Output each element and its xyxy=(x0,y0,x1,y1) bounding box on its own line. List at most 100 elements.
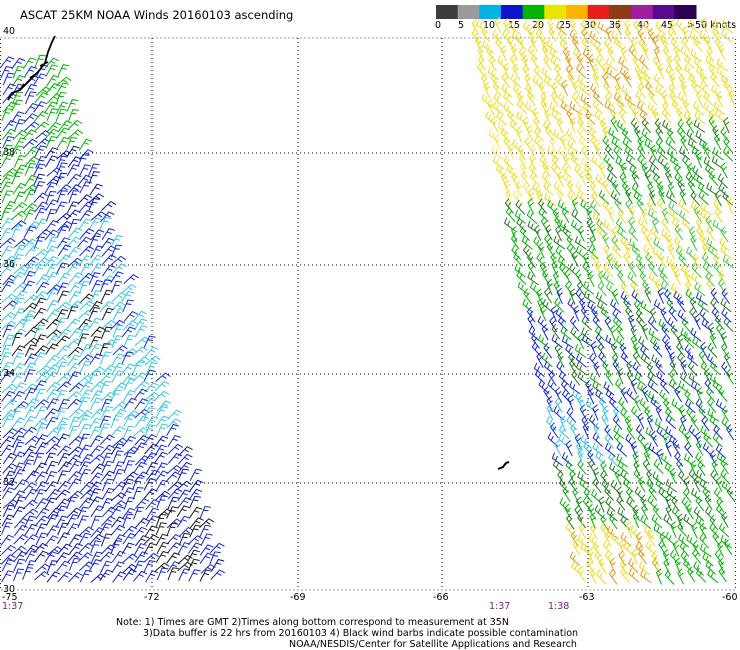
wind-barb xyxy=(199,518,215,529)
wind-barb xyxy=(595,173,607,188)
wind-barb xyxy=(704,368,712,385)
wind-barb xyxy=(90,551,103,564)
wind-barb xyxy=(12,282,29,293)
wind-barb xyxy=(46,329,62,339)
color-scale-bar xyxy=(436,5,697,19)
wind-barb xyxy=(688,424,699,440)
wind-barb xyxy=(556,361,567,377)
wind-barb xyxy=(652,471,664,486)
wind-barb xyxy=(0,174,14,186)
wind-barb xyxy=(33,101,47,113)
wind-barb xyxy=(34,138,51,149)
wind-barb xyxy=(590,18,600,35)
wind-barb xyxy=(682,487,692,504)
wind-barb xyxy=(24,353,38,365)
wind-barb xyxy=(589,83,601,98)
wind-barb xyxy=(554,396,563,413)
wind-barb xyxy=(704,378,715,394)
wind-barb xyxy=(34,334,47,347)
wind-barb xyxy=(529,281,541,296)
wind-barb xyxy=(46,388,60,401)
wind-barb xyxy=(668,379,681,394)
wind-barb xyxy=(610,254,622,269)
wind-barb xyxy=(671,506,683,522)
wind-barb xyxy=(577,116,587,133)
wind-barb xyxy=(690,380,703,395)
wind-barb xyxy=(35,129,51,140)
wind-barb xyxy=(35,364,52,375)
wind-barb xyxy=(571,250,579,267)
wind-barb xyxy=(178,526,194,538)
wind-barb xyxy=(671,495,680,512)
wind-barb xyxy=(11,171,23,185)
wind-barb xyxy=(588,244,599,260)
latitude-label: 36 xyxy=(3,259,16,270)
wind-barb xyxy=(608,452,619,467)
wind-barb xyxy=(90,279,103,293)
wind-barb xyxy=(35,274,50,286)
wind-barb xyxy=(517,35,527,51)
wind-barb xyxy=(543,360,555,376)
wind-barb xyxy=(78,164,92,177)
latitude-label: 38 xyxy=(3,147,16,158)
wind-barb xyxy=(594,142,602,159)
wind-barb xyxy=(123,310,139,322)
wind-barb xyxy=(166,522,178,536)
wind-barb xyxy=(143,451,158,464)
color-scale-segment xyxy=(479,5,502,19)
bermuda-island-shape xyxy=(497,461,510,470)
wind-barb xyxy=(632,106,640,124)
wind-barb xyxy=(630,525,642,540)
wind-barb xyxy=(67,306,79,320)
wind-barb xyxy=(519,161,528,178)
wind-barb xyxy=(606,173,618,188)
wind-barb xyxy=(706,46,715,63)
wind-barb xyxy=(569,18,578,35)
wind-barb xyxy=(66,454,82,466)
wind-barb xyxy=(77,552,93,563)
wind-barb xyxy=(663,162,673,179)
wind-barb xyxy=(605,388,617,404)
wind-barb xyxy=(79,453,94,466)
wind-barb xyxy=(45,471,58,484)
wind-barb xyxy=(585,109,596,125)
wind-barb xyxy=(618,397,628,413)
wind-barb xyxy=(22,567,34,580)
wind-barb xyxy=(90,381,106,392)
wind-barb xyxy=(586,118,597,134)
wind-barb xyxy=(702,101,714,116)
wind-barb xyxy=(512,83,524,99)
wind-barb xyxy=(723,539,733,556)
wind-barb xyxy=(22,445,37,457)
wind-barb xyxy=(678,199,690,214)
wind-barb xyxy=(57,220,73,231)
wind-barb xyxy=(33,173,45,187)
longitude-label: -63 xyxy=(579,592,595,603)
wind-barb xyxy=(110,234,124,248)
wind-barb xyxy=(569,380,581,395)
wind-barb xyxy=(640,494,649,511)
wind-barb xyxy=(33,181,46,194)
wind-barb xyxy=(155,372,171,382)
wind-barb xyxy=(600,306,612,322)
wind-barb xyxy=(673,290,685,306)
wind-barb xyxy=(700,209,713,223)
wind-barb xyxy=(529,144,537,161)
wind-barb xyxy=(678,146,691,161)
wind-barb xyxy=(602,135,613,151)
wind-barb xyxy=(646,362,657,378)
wind-barb xyxy=(696,65,708,80)
wind-barb xyxy=(90,326,106,338)
wind-barb xyxy=(555,245,566,261)
wind-barb xyxy=(696,225,707,241)
wind-barb xyxy=(1,144,13,158)
wind-barb xyxy=(637,261,646,278)
wind-barb xyxy=(101,506,117,518)
wind-barb xyxy=(652,342,663,358)
wind-barb xyxy=(612,243,623,259)
wind-barb xyxy=(0,361,14,374)
wind-barb xyxy=(641,208,648,225)
wind-barb xyxy=(565,128,577,143)
wind-barb xyxy=(557,28,568,45)
wind-barb xyxy=(702,486,712,503)
